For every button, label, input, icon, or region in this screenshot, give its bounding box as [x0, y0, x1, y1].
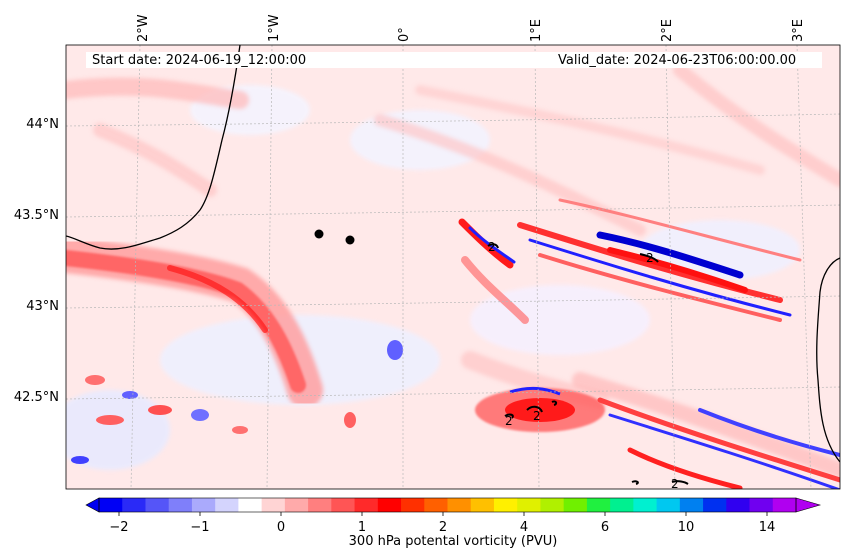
lon-label: 2°E — [660, 19, 675, 42]
se-filaments — [597, 397, 840, 489]
colorbar-cell — [517, 498, 542, 512]
contour-lines — [487, 243, 689, 485]
station-marker — [314, 229, 324, 239]
colorbar-tick-label: 4 — [520, 520, 528, 535]
lat-label: 44°N — [26, 117, 59, 132]
station-markers — [314, 229, 355, 245]
colorbar-cell — [726, 498, 751, 512]
lon-label: 1°W — [267, 14, 282, 42]
colorbar-cell — [493, 498, 518, 512]
colorbar-tick-label: 10 — [678, 520, 695, 535]
colorbar-cell — [191, 498, 216, 512]
colorbar-cell — [261, 498, 286, 512]
colorbar-min-arrow — [85, 497, 100, 513]
colorbar-cell — [401, 498, 425, 512]
start-date-label: Start date: 2024-06-19_12:00:00 — [92, 53, 306, 68]
gridlines — [66, 45, 840, 489]
lat-label: 43°N — [26, 299, 59, 314]
colorbar-max-arrow — [795, 497, 822, 513]
lat-label: 42.5°N — [14, 390, 59, 405]
colorbar-tick-label: 0 — [277, 520, 285, 535]
map-frame — [65, 44, 841, 490]
colorbar-cell — [610, 498, 634, 512]
contour-label: 2 — [488, 240, 496, 254]
colorbar-cell — [470, 498, 495, 512]
colorbar-cell — [586, 498, 611, 512]
longitude-labels: 2°W 1°W 0° 1°E 2°E 3°E — [136, 14, 806, 42]
colorbar-ticks — [118, 512, 768, 516]
colorbar-tick-labels: −2 −1 0 1 2 4 6 10 14 — [109, 520, 775, 535]
colorbar-cell — [145, 498, 170, 512]
lon-label: 0° — [397, 27, 412, 42]
date-strip — [86, 52, 822, 68]
ne-filaments — [517, 198, 802, 322]
colorbar-tick-label: −1 — [190, 520, 209, 535]
colorbar-label: 300 hPa potental vorticity (PVU) — [349, 534, 558, 549]
colorbar-cell — [331, 498, 356, 512]
field-pink-streaks — [66, 63, 840, 478]
colorbar-tick-label: 6 — [601, 520, 609, 535]
colorbar-cell — [679, 498, 704, 512]
colorbar-frame — [98, 497, 797, 513]
colorbar-tick-label: −2 — [109, 520, 128, 535]
contour-label: 2 — [505, 414, 513, 428]
colorbar-cell — [424, 498, 449, 512]
colorbar-cell — [447, 498, 472, 512]
valid-date-label: Valid_date: 2024-06-23T06:00:00.00 — [558, 53, 796, 68]
colorbar-cells — [99, 498, 797, 512]
colorbar-tick-label: 2 — [439, 520, 447, 535]
colorbar-cell — [122, 498, 147, 512]
colorbar-cell — [703, 498, 727, 512]
lon-label: 3°E — [791, 19, 806, 42]
coastlines — [66, 45, 840, 463]
colorbar-cell — [99, 498, 123, 512]
colorbar-cell — [308, 498, 332, 512]
contour-label: 2 — [646, 251, 654, 265]
colorbar-cell — [749, 498, 774, 512]
colorbar-cell — [238, 498, 263, 512]
station-marker — [345, 235, 355, 245]
red-band-west — [66, 237, 323, 408]
colorbar-cell — [633, 498, 658, 512]
colorbar-cell — [215, 498, 239, 512]
colorbar-cell — [656, 498, 681, 512]
lon-label: 1°E — [529, 19, 544, 42]
contour-label: 2 — [533, 409, 541, 423]
contour-label-group: 2 2 2 2 2 — [488, 240, 679, 491]
lat-label: 43.5°N — [14, 208, 59, 223]
sw-speckles — [71, 340, 403, 464]
colorbar-cell — [354, 498, 379, 512]
contour-label: 2 — [671, 477, 679, 491]
latitude-labels: 44°N 43.5°N 43°N 42.5°N — [14, 117, 59, 405]
colorbar-cell — [772, 498, 797, 512]
colorbar: −2 −1 0 1 2 4 6 10 14 300 hPa potental v… — [85, 497, 822, 549]
colorbar-tick-label: 1 — [358, 520, 366, 535]
colorbar-cell — [563, 498, 588, 512]
lon-label: 2°W — [136, 14, 151, 42]
colorbar-cell — [377, 498, 402, 512]
colorbar-cell — [284, 498, 309, 512]
map-panel: 2 2 2 2 2 Start date: 2024-06-19_12:00:0… — [66, 45, 840, 491]
colorbar-tick-label: 14 — [759, 520, 776, 535]
colorbar-cell — [168, 498, 193, 512]
colorbar-cell — [540, 498, 565, 512]
